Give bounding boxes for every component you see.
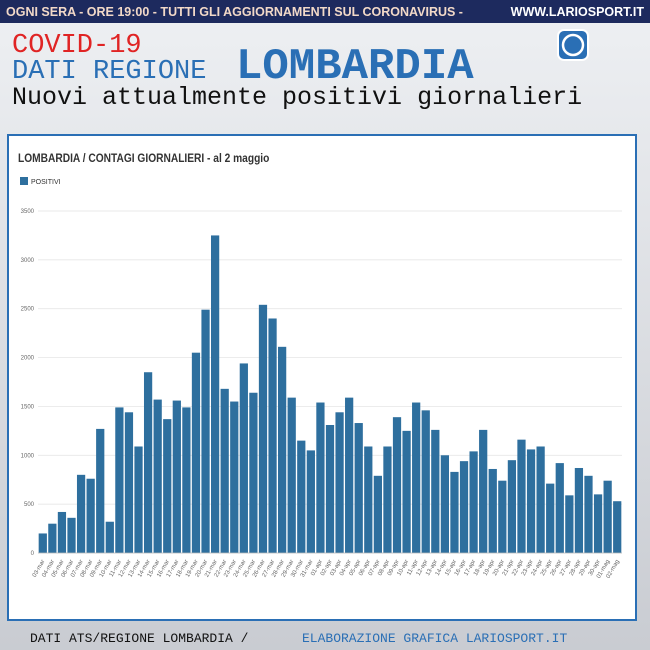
footer-source: DATI ATS/REGIONE LOMBARDIA / [30,631,249,646]
y-tick-label: 1500 [21,404,35,410]
bar [459,461,469,553]
bar [479,429,488,553]
bar [220,388,229,553]
banner-text: OGNI SERA - ORE 19:00 - TUTTI GLI AGGIOR… [6,5,463,19]
y-tick-label: 3000 [21,258,35,264]
bar [76,474,86,553]
bar [268,318,277,553]
bar [345,397,354,553]
legend-label: POSITIVI [31,179,61,186]
logo [557,29,589,61]
bar [306,450,315,553]
region: LOMBARDIA [236,42,474,92]
y-tick-label: 0 [31,551,35,557]
bar [383,446,392,553]
bar [182,407,191,553]
bar [402,430,411,553]
bar [325,424,335,553]
bar [593,494,603,553]
banner [0,0,650,23]
region-label: DATI REGIONE [12,57,206,87]
bar [278,346,287,553]
bar [421,410,430,553]
bar [163,419,172,553]
bar [191,352,201,553]
bar [440,455,450,553]
bar [613,501,622,553]
bar [201,309,210,553]
bar [249,392,258,553]
bar [124,412,134,553]
bar [574,467,584,553]
y-tick-label: 3500 [21,209,35,215]
bar [316,402,325,553]
bar [153,399,162,553]
subtitle: Nuovi attualmente positivi giornalieri [12,83,582,112]
bar [526,449,536,553]
bar [469,451,478,553]
bar [392,417,402,553]
bar [239,363,248,553]
banner-site: WWW.LARIOSPORT.IT [511,5,645,19]
bar [210,235,220,553]
bar [67,517,76,553]
bar [565,495,574,553]
kicker: COVID-19 [12,31,142,61]
bar [546,483,555,553]
bar [335,412,344,553]
footer-credit: ELABORAZIONE GRAFICA LARIOSPORT.IT [302,631,567,646]
bar [230,401,239,553]
bar [287,397,296,553]
bar [354,423,363,553]
bar [38,533,47,553]
legend-swatch [20,177,28,185]
y-tick-label: 2000 [21,356,35,362]
bar [507,460,517,553]
bar [86,478,95,553]
bar [603,480,612,553]
bar [172,400,181,553]
bar [115,407,124,553]
bar [48,523,57,553]
bar [450,471,459,553]
bar [297,440,306,553]
chart-title: LOMBARDIA / CONTAGI GIORNALIERI - al 2 m… [18,152,270,165]
y-tick-label: 500 [24,502,35,508]
y-tick-label: 1000 [21,453,35,459]
bar [57,511,67,553]
bar [536,446,545,553]
bar [555,463,564,553]
bar [373,475,382,553]
bar [143,372,153,553]
bar [517,439,526,553]
bar [105,521,114,553]
bar [412,402,421,553]
bar [498,480,507,553]
bar [488,468,497,553]
bar [364,446,373,553]
bar [258,304,268,553]
bar [584,475,593,553]
bar [96,428,105,553]
y-tick-label: 2500 [21,307,35,313]
bar [431,429,440,553]
bar [134,446,143,553]
